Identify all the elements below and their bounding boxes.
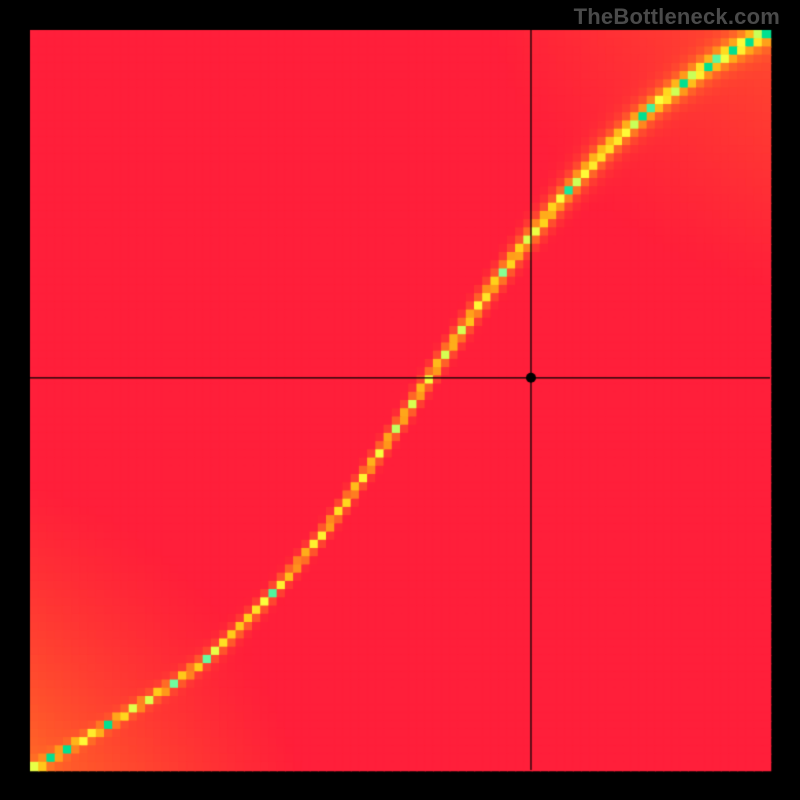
chart-container: TheBottleneck.com xyxy=(0,0,800,800)
heatmap-canvas xyxy=(0,0,800,800)
watermark-text: TheBottleneck.com xyxy=(574,4,780,30)
